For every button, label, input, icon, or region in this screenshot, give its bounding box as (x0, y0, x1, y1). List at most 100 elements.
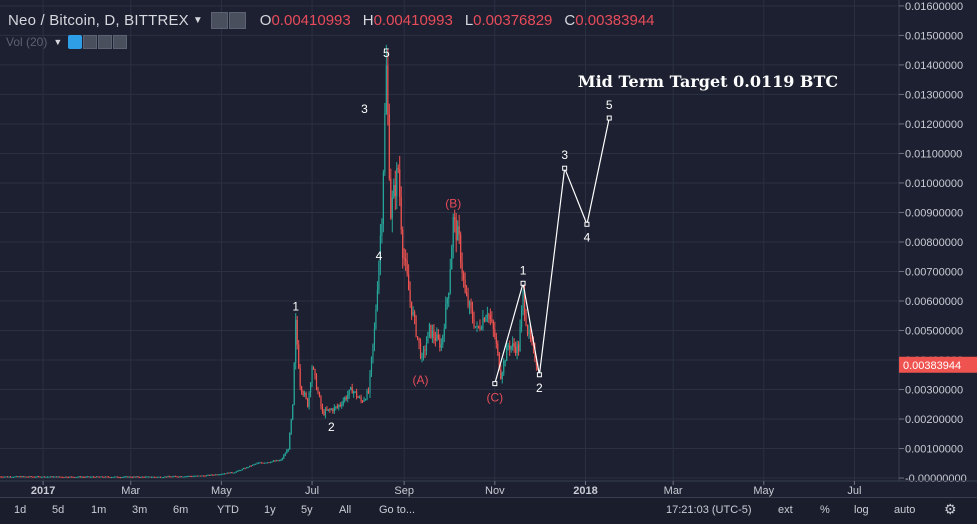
candle-body (207, 474, 209, 476)
candle-body (268, 462, 270, 464)
candle-body (252, 464, 254, 466)
candle-body (250, 465, 252, 467)
candle-body (397, 168, 399, 170)
candle-body (257, 462, 260, 464)
candle-body (400, 196, 402, 230)
ext-toggle[interactable]: ext (778, 504, 793, 516)
candle-body (41, 476, 43, 478)
candle-body (46, 476, 49, 478)
range-button[interactable]: 1m (91, 504, 107, 516)
candle-body (234, 472, 236, 474)
wave-label: (B) (445, 196, 461, 210)
candle-body (280, 459, 282, 461)
candle-body (436, 334, 438, 341)
candle-body (173, 476, 175, 478)
candle-body (55, 476, 58, 478)
candle-body (413, 311, 416, 317)
candle-body (427, 331, 429, 344)
candle-body (225, 473, 227, 475)
candle-body (311, 367, 313, 384)
volume-label[interactable]: Vol (20) (6, 35, 48, 49)
candle-body (330, 409, 332, 411)
ohlc-value: 0.00410993 (373, 11, 453, 29)
price-chart[interactable]: 1 2 3 4 5 (A) (B) (C) 1 2 3 4 5 0.01600000 0.0150000… (0, 0, 977, 497)
settings-icon[interactable] (83, 35, 98, 49)
candle-body (350, 387, 352, 390)
candle-body (152, 476, 154, 478)
auto-toggle[interactable]: auto (894, 504, 916, 516)
candle-body (101, 476, 104, 478)
log-toggle[interactable]: log (854, 504, 869, 516)
time-axis[interactable]: 2017 Mar May Jul Sep Nov 2018 Mar May Jul (31, 481, 862, 497)
candle-body (219, 474, 221, 476)
candle-body (473, 319, 475, 327)
candle-body (295, 319, 297, 363)
ohlc-label: O (259, 11, 272, 29)
candle-body (460, 234, 462, 263)
gear-icon[interactable]: ⚙ (944, 501, 957, 517)
range-button[interactable]: All (339, 504, 352, 516)
candle-body (168, 476, 170, 478)
candle-body (391, 197, 393, 219)
candle-body (348, 389, 350, 396)
candle-body (90, 476, 92, 478)
candle-body (482, 318, 484, 329)
candle-body (378, 262, 380, 291)
price-tick-label: 0.01000000 (905, 178, 963, 190)
candle-body (14, 476, 16, 478)
range-button[interactable]: 3m (132, 504, 148, 516)
price-tick-label: 0.00500000 (905, 326, 963, 338)
candle-body (379, 235, 382, 263)
percent-toggle[interactable]: % (820, 504, 830, 516)
projection-label: 4 (584, 230, 591, 244)
candle-body (403, 257, 405, 259)
candle-body (147, 476, 150, 478)
price-tick-label: 0.00800000 (905, 237, 963, 249)
eye-icon[interactable] (68, 35, 83, 49)
add-icon[interactable] (98, 35, 113, 49)
candle-body (495, 336, 497, 344)
price-axis[interactable]: 0.01600000 0.01500000 0.01400000 0.01300000… (899, 1, 977, 485)
symbol-dropdown-icon[interactable]: ▼ (192, 14, 203, 26)
range-button[interactable]: 5y (301, 504, 313, 516)
candle-body (6, 476, 9, 478)
projection-point (606, 115, 612, 121)
candlestick-series (0, 44, 539, 479)
candle-body (263, 462, 266, 464)
range-button[interactable]: 5d (52, 504, 65, 516)
candle-body (366, 390, 368, 400)
time-tick-label: Mar (664, 485, 683, 497)
candle-body (198, 475, 200, 477)
candle-body (296, 319, 298, 345)
candle-body (246, 467, 248, 469)
format-icon[interactable] (228, 11, 246, 29)
settings-icon[interactable] (210, 11, 228, 29)
candle-body (373, 328, 376, 344)
candle-body (3, 476, 6, 478)
close-icon[interactable] (113, 35, 128, 49)
time-tick-label: 2017 (31, 485, 55, 497)
price-tick-label: 0.00300000 (905, 385, 963, 397)
goto-button[interactable]: Go to... (379, 504, 416, 516)
volume-dropdown-icon[interactable]: ▼ (53, 37, 63, 47)
candle-body (87, 476, 89, 478)
range-button[interactable]: YTD (217, 504, 239, 516)
symbol-title[interactable]: Neo / Bitcoin, D, BITTREX (8, 11, 189, 29)
ohlc-value: 0.00376829 (473, 11, 553, 29)
candle-body (125, 476, 127, 478)
range-button[interactable]: 1d (14, 504, 27, 516)
time-tick-label: Nov (485, 485, 505, 497)
candle-body (217, 474, 220, 476)
candle-body (100, 476, 102, 478)
candle-body (39, 476, 41, 478)
candle-body (526, 325, 529, 335)
candle-body (321, 406, 324, 412)
candle-body (497, 343, 499, 353)
candle-body (210, 474, 212, 476)
candle-body (357, 396, 359, 398)
range-button[interactable]: 6m (173, 504, 189, 516)
candle-body (293, 362, 295, 405)
range-button[interactable]: 1y (264, 504, 276, 516)
candle-body (260, 462, 263, 464)
candle-body (222, 473, 224, 475)
